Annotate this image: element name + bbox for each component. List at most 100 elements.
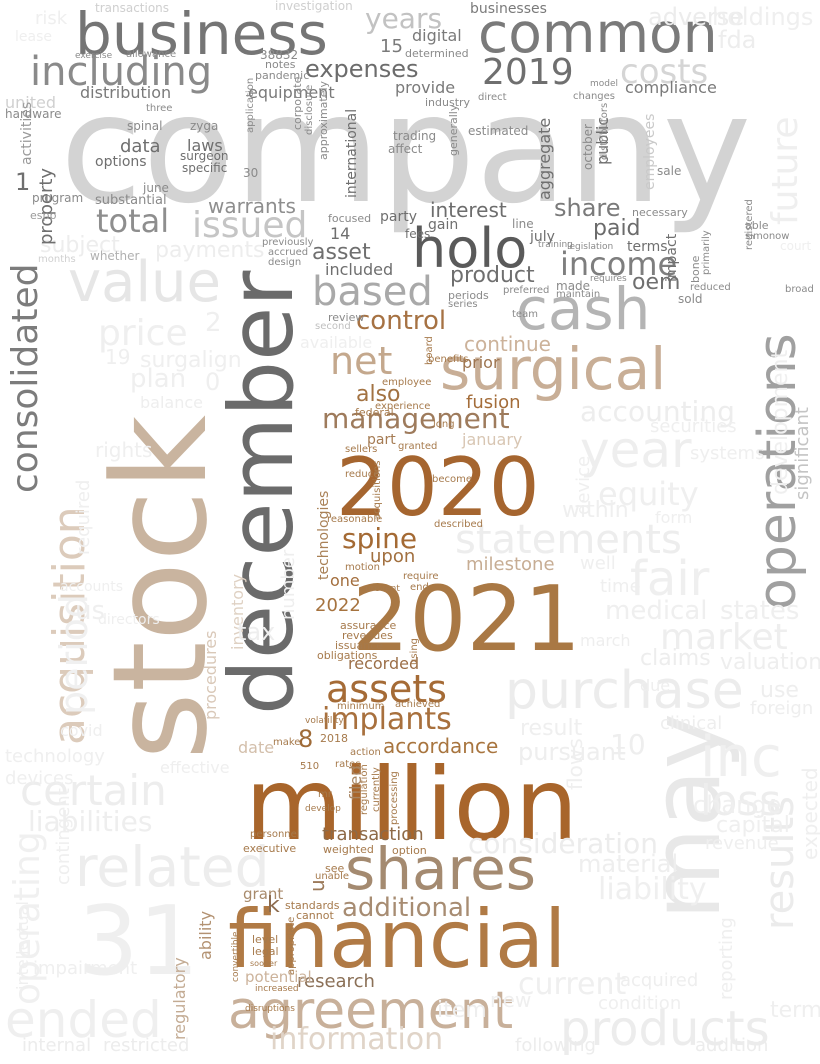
cloud-word: 10 <box>610 728 646 761</box>
cloud-word: determined <box>405 47 469 60</box>
cloud-word: company <box>60 63 752 237</box>
cloud-word: foreign <box>750 698 814 719</box>
cloud-word: compliance <box>625 78 717 97</box>
cloud-word: part <box>367 432 396 448</box>
cloud-word: surgalign <box>140 348 242 373</box>
cloud-word: become <box>432 474 473 485</box>
cloud-word: directors <box>98 612 160 628</box>
cloud-word: million <box>245 746 579 863</box>
cloud-word: business <box>75 0 328 68</box>
cloud-word: 8 <box>298 725 314 753</box>
cloud-word: personnel <box>250 829 300 840</box>
cloud-word: states <box>720 596 800 626</box>
cloud-word: action <box>350 747 381 758</box>
cloud-word: share <box>554 194 621 222</box>
cloud-word: appropriate <box>286 916 297 975</box>
cloud-word: shares <box>345 835 536 903</box>
cloud-word: cash <box>516 275 651 343</box>
cloud-word: able <box>745 219 769 232</box>
cloud-word: federal <box>355 406 394 419</box>
cloud-word: board <box>424 336 435 365</box>
cloud-word: convertible <box>231 931 241 982</box>
cloud-word: 2 <box>205 308 222 338</box>
cloud-word: risk <box>35 8 68 29</box>
cloud-word: within <box>562 498 629 523</box>
cloud-word: periods <box>448 289 489 302</box>
cloud-word: affect <box>388 142 423 156</box>
cloud-word: united <box>5 93 56 112</box>
cloud-word: rates <box>335 759 361 770</box>
cloud-word: maintain <box>556 289 601 300</box>
cloud-word: continue <box>464 332 551 356</box>
cloud-word: preferred <box>503 285 550 296</box>
cloud-word: restricted <box>103 1035 190 1056</box>
cloud-word: statements <box>455 517 682 563</box>
cloud-word: industry <box>425 96 471 109</box>
cloud-word: notes <box>265 58 296 71</box>
cloud-word: following <box>515 1035 596 1056</box>
cloud-word: required <box>73 479 94 555</box>
cloud-word: tax <box>237 618 276 646</box>
cloud-word: standards <box>285 899 340 912</box>
cloud-word: liabilities <box>28 805 153 838</box>
cloud-word: revenue <box>705 833 779 854</box>
cloud-word: laws <box>187 136 223 155</box>
cloud-word: achieved <box>395 699 441 710</box>
cloud-word: available <box>300 333 373 352</box>
cloud-word: changes <box>573 91 616 102</box>
cloud-word: medical <box>605 596 708 626</box>
cloud-word: information <box>270 1022 444 1057</box>
cloud-word: application <box>245 77 256 133</box>
cloud-word: common <box>478 1 718 65</box>
cloud-word: including <box>30 49 213 95</box>
cloud-word: spine <box>342 522 418 555</box>
cloud-word: fda <box>718 26 757 54</box>
cloud-word: years <box>365 2 443 35</box>
cloud-word: trading <box>393 129 437 143</box>
cloud-word: contingent <box>53 788 74 885</box>
cloud-word: certain <box>20 766 167 815</box>
cloud-word: technology <box>5 746 105 767</box>
cloud-word: requires <box>590 274 627 284</box>
cloud-word: change <box>693 791 782 819</box>
cloud-word: level <box>252 933 279 946</box>
cloud-word: accounts <box>60 579 124 595</box>
cloud-word: currently <box>371 767 382 812</box>
cloud-word: surgical <box>440 335 667 403</box>
cloud-word: us <box>75 596 106 626</box>
cloud-word: warrants <box>208 194 296 218</box>
cloud-word: asset <box>312 240 371 265</box>
cloud-word: program <box>32 191 84 205</box>
cloud-word: payments <box>155 238 265 263</box>
cloud-word: intellectual <box>13 901 32 990</box>
cloud-word: 19 <box>105 345 131 369</box>
cloud-word: due <box>640 676 671 695</box>
cloud-word: use <box>760 678 799 703</box>
cloud-word: transactions <box>95 1 170 15</box>
cloud-word: paid <box>593 216 641 241</box>
cloud-word: reasonable <box>327 514 383 525</box>
cloud-word: 2018 <box>320 732 348 745</box>
cloud-word: previously <box>262 237 314 248</box>
cloud-word: obligations <box>317 649 378 662</box>
cloud-word: 15 <box>380 36 403 57</box>
cloud-word: increased <box>255 984 299 994</box>
cloud-word: series <box>448 299 478 310</box>
cloud-word: condition <box>598 993 682 1014</box>
cloud-word: internal <box>22 1035 92 1056</box>
cloud-word: net <box>330 339 393 383</box>
cloud-word: systems <box>690 443 765 464</box>
cloud-word: option <box>392 844 427 857</box>
cloud-word: management <box>322 402 510 435</box>
cloud-word: valuation <box>720 650 820 675</box>
cloud-word: months <box>38 254 76 265</box>
cloud-word: approximately <box>317 80 330 160</box>
cloud-word: using <box>409 637 420 665</box>
cloud-word: reduce <box>345 469 380 480</box>
cloud-word: item <box>437 998 487 1023</box>
cloud-word: pandemic <box>255 69 310 82</box>
cloud-word: processing <box>389 771 400 825</box>
cloud-word: equipment <box>248 83 335 102</box>
cloud-word: corporate <box>291 76 304 130</box>
cloud-word: see <box>325 862 345 875</box>
